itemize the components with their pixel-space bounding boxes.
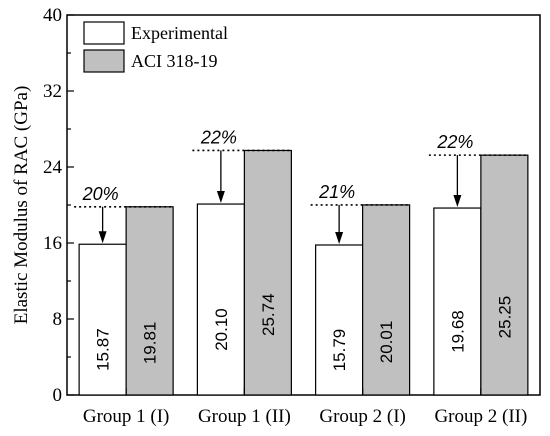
difference-percent-label: 22%	[200, 127, 237, 147]
value-label-experimental: 19.68	[448, 310, 467, 353]
y-tick-label: 8	[53, 309, 63, 330]
value-label-experimental: 15.79	[330, 329, 349, 372]
y-tick-label: 32	[43, 81, 62, 102]
difference-arrow-head	[335, 231, 344, 244]
bar-aci	[125, 206, 174, 396]
difference-arrow-head	[453, 195, 462, 208]
legend: Experimental ACI 318-19	[83, 21, 228, 73]
bar-aci	[362, 204, 411, 396]
legend-swatch-experimental	[83, 21, 125, 45]
legend-label-aci: ACI 318-19	[131, 51, 218, 71]
y-tick-label: 16	[43, 233, 62, 254]
difference-percent-label: 22%	[436, 132, 473, 152]
value-label-aci: 25.25	[495, 296, 514, 339]
x-tick-label: Group 1 (I)	[83, 406, 170, 427]
value-label-experimental: 20.10	[212, 308, 231, 351]
x-tick-label: Group 2 (I)	[319, 406, 406, 427]
y-tick-label: 0	[53, 385, 63, 406]
value-label-experimental: 15.87	[94, 328, 113, 371]
legend-swatch-aci	[83, 49, 125, 73]
value-label-aci: 19.81	[141, 322, 160, 365]
bar-experimental	[78, 243, 127, 396]
value-label-aci: 20.01	[377, 321, 396, 364]
bar-aci	[480, 154, 529, 396]
x-tick-label: Group 2 (II)	[434, 406, 527, 427]
difference-arrow-head	[216, 191, 225, 204]
y-axis-title: Elastic Modulus of RAC (GPa)	[11, 86, 32, 325]
bar-aci	[243, 149, 292, 396]
bar-experimental	[433, 207, 482, 396]
difference-percent-label: 20%	[82, 184, 119, 204]
bar-experimental	[196, 203, 245, 396]
y-tick-label: 24	[43, 157, 63, 178]
difference-arrow-head	[98, 231, 107, 244]
bar-experimental	[315, 244, 364, 396]
legend-label-experimental: Experimental	[131, 23, 228, 43]
y-tick-label: 40	[43, 5, 62, 26]
value-label-aci: 25.74	[259, 293, 278, 336]
x-tick-label: Group 1 (II)	[198, 406, 291, 427]
difference-percent-label: 21%	[318, 182, 355, 202]
